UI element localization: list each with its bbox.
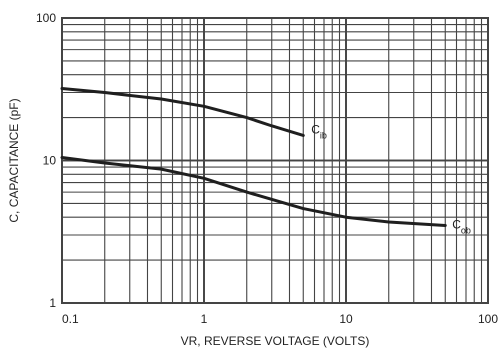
y-tick-label: 10 [43, 154, 57, 168]
series-layer: Cib Cob [60, 87, 471, 235]
x-axis-label: VR, REVERSE VOLTAGE (VOLTS) [181, 334, 370, 348]
grid-layer [61, 17, 489, 304]
y-tick-label: 1 [49, 296, 56, 310]
series-label-cob: Cob [452, 217, 471, 235]
y-axis-label: C, CAPACITANCE (pF) [7, 98, 21, 222]
series-line-cib [60, 87, 305, 137]
series-line-cob [60, 155, 447, 227]
x-tick-label: 100 [478, 312, 498, 326]
tick-label-layer: 0.1 1 10 100 1 10 100 [36, 11, 498, 326]
x-tick-label: 1 [201, 312, 208, 326]
x-tick-label: 0.1 [62, 312, 79, 326]
series-label-cib: Cib [311, 122, 327, 140]
y-tick-label: 100 [36, 11, 56, 25]
x-tick-label: 10 [339, 312, 353, 326]
